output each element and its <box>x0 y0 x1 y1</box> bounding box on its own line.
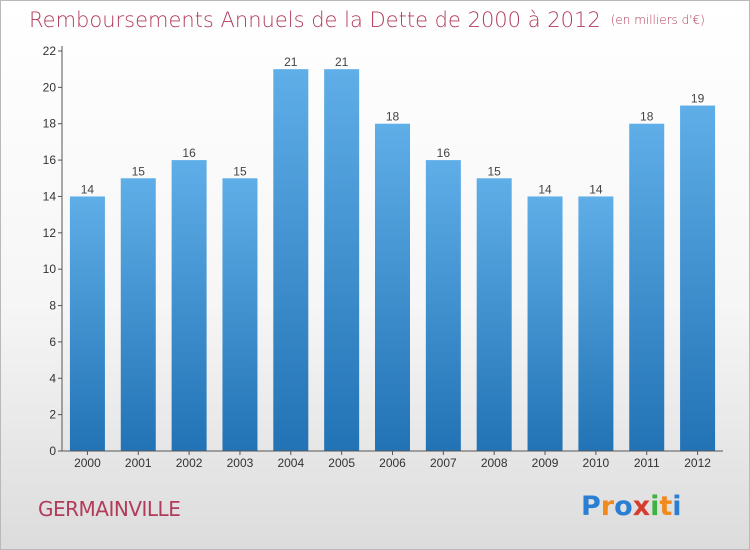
bar-2011 <box>629 123 665 452</box>
y-tick-label-16: 16 <box>43 153 57 167</box>
x-tick-label-2007: 2007 <box>430 456 457 470</box>
bar-2003 <box>222 178 258 452</box>
value-label-2012: 19 <box>691 92 705 106</box>
logo-letter: r <box>600 491 615 522</box>
logo-letter: x <box>632 491 651 522</box>
value-label-2001: 15 <box>132 164 146 178</box>
x-tick-label-2004: 2004 <box>277 456 304 470</box>
logo-letter: i <box>650 491 660 522</box>
y-tick-label-6: 6 <box>49 335 56 349</box>
y-tick-label-14: 14 <box>43 189 57 203</box>
y-tick-label-22: 22 <box>43 44 57 58</box>
y-tick-label-20: 20 <box>43 80 57 94</box>
city-name: GERMAINVILLE <box>38 497 181 521</box>
chart-title-text: Remboursements Annuels de la Dette de 20… <box>29 8 601 32</box>
y-tick-label-8: 8 <box>49 299 56 313</box>
logo-letter: t <box>659 491 673 522</box>
bar-2010 <box>578 196 614 451</box>
value-label-2009: 14 <box>538 182 552 196</box>
chart-title: Remboursements Annuels de la Dette de 20… <box>29 8 705 32</box>
y-tick-label-12: 12 <box>43 226 57 240</box>
logo-letter: i <box>672 491 682 522</box>
bar-2008 <box>476 178 512 452</box>
x-tick-label-2012: 2012 <box>684 456 711 470</box>
x-tick-label-2008: 2008 <box>481 456 508 470</box>
y-tick-label-4: 4 <box>49 371 56 385</box>
value-label-2010: 14 <box>589 182 603 196</box>
y-tick-label-10: 10 <box>43 262 57 276</box>
value-label-2006: 18 <box>386 110 400 124</box>
bar-2009 <box>527 196 563 451</box>
x-tick-label-2010: 2010 <box>583 456 610 470</box>
proxiti-logo: Proxiti <box>581 491 682 522</box>
bar-2001 <box>120 178 156 452</box>
value-label-2002: 16 <box>182 146 196 160</box>
x-tick-label-2005: 2005 <box>328 456 355 470</box>
x-tick-label-2000: 2000 <box>74 456 101 470</box>
logo-letter: o <box>614 491 633 522</box>
bar-2006 <box>375 123 410 452</box>
value-label-2011: 18 <box>640 110 654 124</box>
y-tick-label-0: 0 <box>49 444 56 458</box>
logo-letter: P <box>581 491 601 522</box>
value-label-2007: 16 <box>437 146 451 160</box>
x-tick-label-2001: 2001 <box>125 456 152 470</box>
bar-2002 <box>171 160 207 451</box>
value-label-2003: 15 <box>233 164 247 178</box>
bar-2005 <box>324 69 360 451</box>
bars-layer: 14 15 16 15 21 21 18 16 15 14 14 18 19 <box>69 55 716 452</box>
value-label-2000: 14 <box>81 182 95 196</box>
value-label-2004: 21 <box>284 55 298 69</box>
axis-layer: 2000 2001 2002 2003 2004 2005 2006 2007 2008 2009… <box>43 44 723 470</box>
bar-2012 <box>680 105 716 451</box>
chart-unit-subtitle: (en milliers d'€) <box>610 13 705 27</box>
y-tick-label-18: 18 <box>43 117 57 131</box>
bar-2000 <box>69 196 105 451</box>
x-tick-label-2011: 2011 <box>634 456 660 470</box>
y-tick-label-2: 2 <box>49 408 56 422</box>
x-tick-label-2002: 2002 <box>176 456 203 470</box>
value-label-2005: 21 <box>335 55 349 69</box>
bar-2004 <box>273 69 309 451</box>
x-tick-label-2006: 2006 <box>379 456 406 470</box>
bar-2007 <box>425 160 461 451</box>
value-label-2008: 15 <box>488 164 502 178</box>
x-tick-label-2009: 2009 <box>532 456 559 470</box>
x-tick-label-2003: 2003 <box>227 456 254 470</box>
